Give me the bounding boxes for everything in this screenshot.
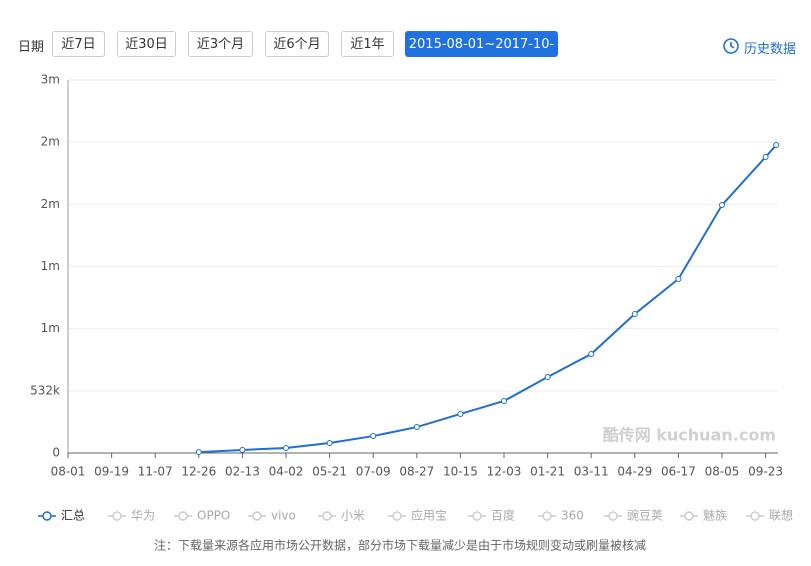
legend-marker [542,511,552,521]
data-point [544,374,551,381]
data-point [719,202,725,209]
series-line [198,144,778,454]
legend-label[interactable]: 小米 [341,509,365,523]
date-label: 日期 [18,40,45,55]
legend-marker [750,511,760,521]
range-button-active[interactable]: 2015-08-01~2017-10-05 [405,31,558,78]
legend-marker [252,511,262,521]
data-point [457,410,464,417]
y-tick-label: 2m [41,135,60,149]
footnote: 注：下载量来源各应用市场公开数据，部分市场下载量减少是由于市场规则变动或刷量被核… [154,538,646,553]
legend-label[interactable]: 豌豆荚 [627,508,663,523]
x-tick-label: 01-21 [530,465,565,479]
x-tick-label: 08-27 [399,465,434,479]
x-tick-label: 12-03 [487,465,522,479]
legend-marker [178,511,188,521]
history-icon [723,38,739,54]
y-tick-label: 2m [41,197,60,211]
history-text: 历史数据 [744,42,797,57]
y-tick-label: 532k [30,383,60,397]
data-point [773,141,780,148]
legend-label[interactable]: 魅族 [703,508,727,523]
x-tick-label: 10-15 [443,465,478,479]
legend-label[interactable]: 联想 [769,508,793,523]
data-point [326,439,333,446]
legend-marker [684,511,694,521]
history-link[interactable]: 历史数据 [722,38,796,57]
legend-label[interactable]: 华为 [131,509,155,523]
legend-label[interactable]: vivo [271,509,296,523]
legend-marker [322,511,332,521]
y-tick-label: 0 [52,446,60,460]
data-point [195,449,202,456]
data-point [283,444,289,451]
x-tick-label: 08-05 [705,465,740,479]
legend-marker [392,511,402,521]
x-tick-label: 05-21 [312,465,347,479]
range-button[interactable]: 近3个月 [188,31,253,57]
legend-marker [42,511,52,521]
x-tick-label: 07-09 [356,465,391,479]
range-button[interactable]: 近30日 [117,31,176,57]
y-tick-label: 1m [41,321,60,335]
data-point [501,397,507,404]
x-tick-label: 04-02 [269,465,304,479]
data-point [631,310,638,317]
legend-label[interactable]: 360 [561,509,584,523]
x-tick-label: 04-29 [617,465,652,479]
data-point [762,154,769,161]
legend-marker [472,511,482,521]
x-tick-label: 09-19 [94,465,129,479]
x-tick-label: 12-26 [181,465,216,479]
legend-label[interactable]: 应用宝 [411,508,447,523]
y-tick-label: 1m [41,259,60,273]
x-tick-label: 03-11 [574,465,609,479]
x-tick-label: 11-07 [138,465,173,479]
legend-marker [112,511,122,521]
data-point [370,433,377,440]
x-tick-label: 02-13 [225,465,260,479]
legend-label[interactable]: 汇总 [61,509,85,523]
data-point [239,446,246,453]
range-button[interactable]: 近7日 [52,31,105,57]
x-tick-label: 09-23 [748,465,783,479]
data-point [413,424,420,431]
x-tick-label: 06-17 [661,465,696,479]
data-point [675,276,682,283]
x-tick-label: 08-01 [51,465,86,479]
y-tick-label: 3m [41,73,60,87]
legend-label[interactable]: OPPO [197,509,230,523]
legend-marker [608,511,618,521]
data-point [588,351,595,358]
range-button[interactable]: 近6个月 [265,31,329,57]
legend-label[interactable]: 百度 [491,508,515,523]
range-button[interactable]: 近1年 [341,31,394,57]
watermark: 酷传网 kuchuan.com [603,426,776,445]
